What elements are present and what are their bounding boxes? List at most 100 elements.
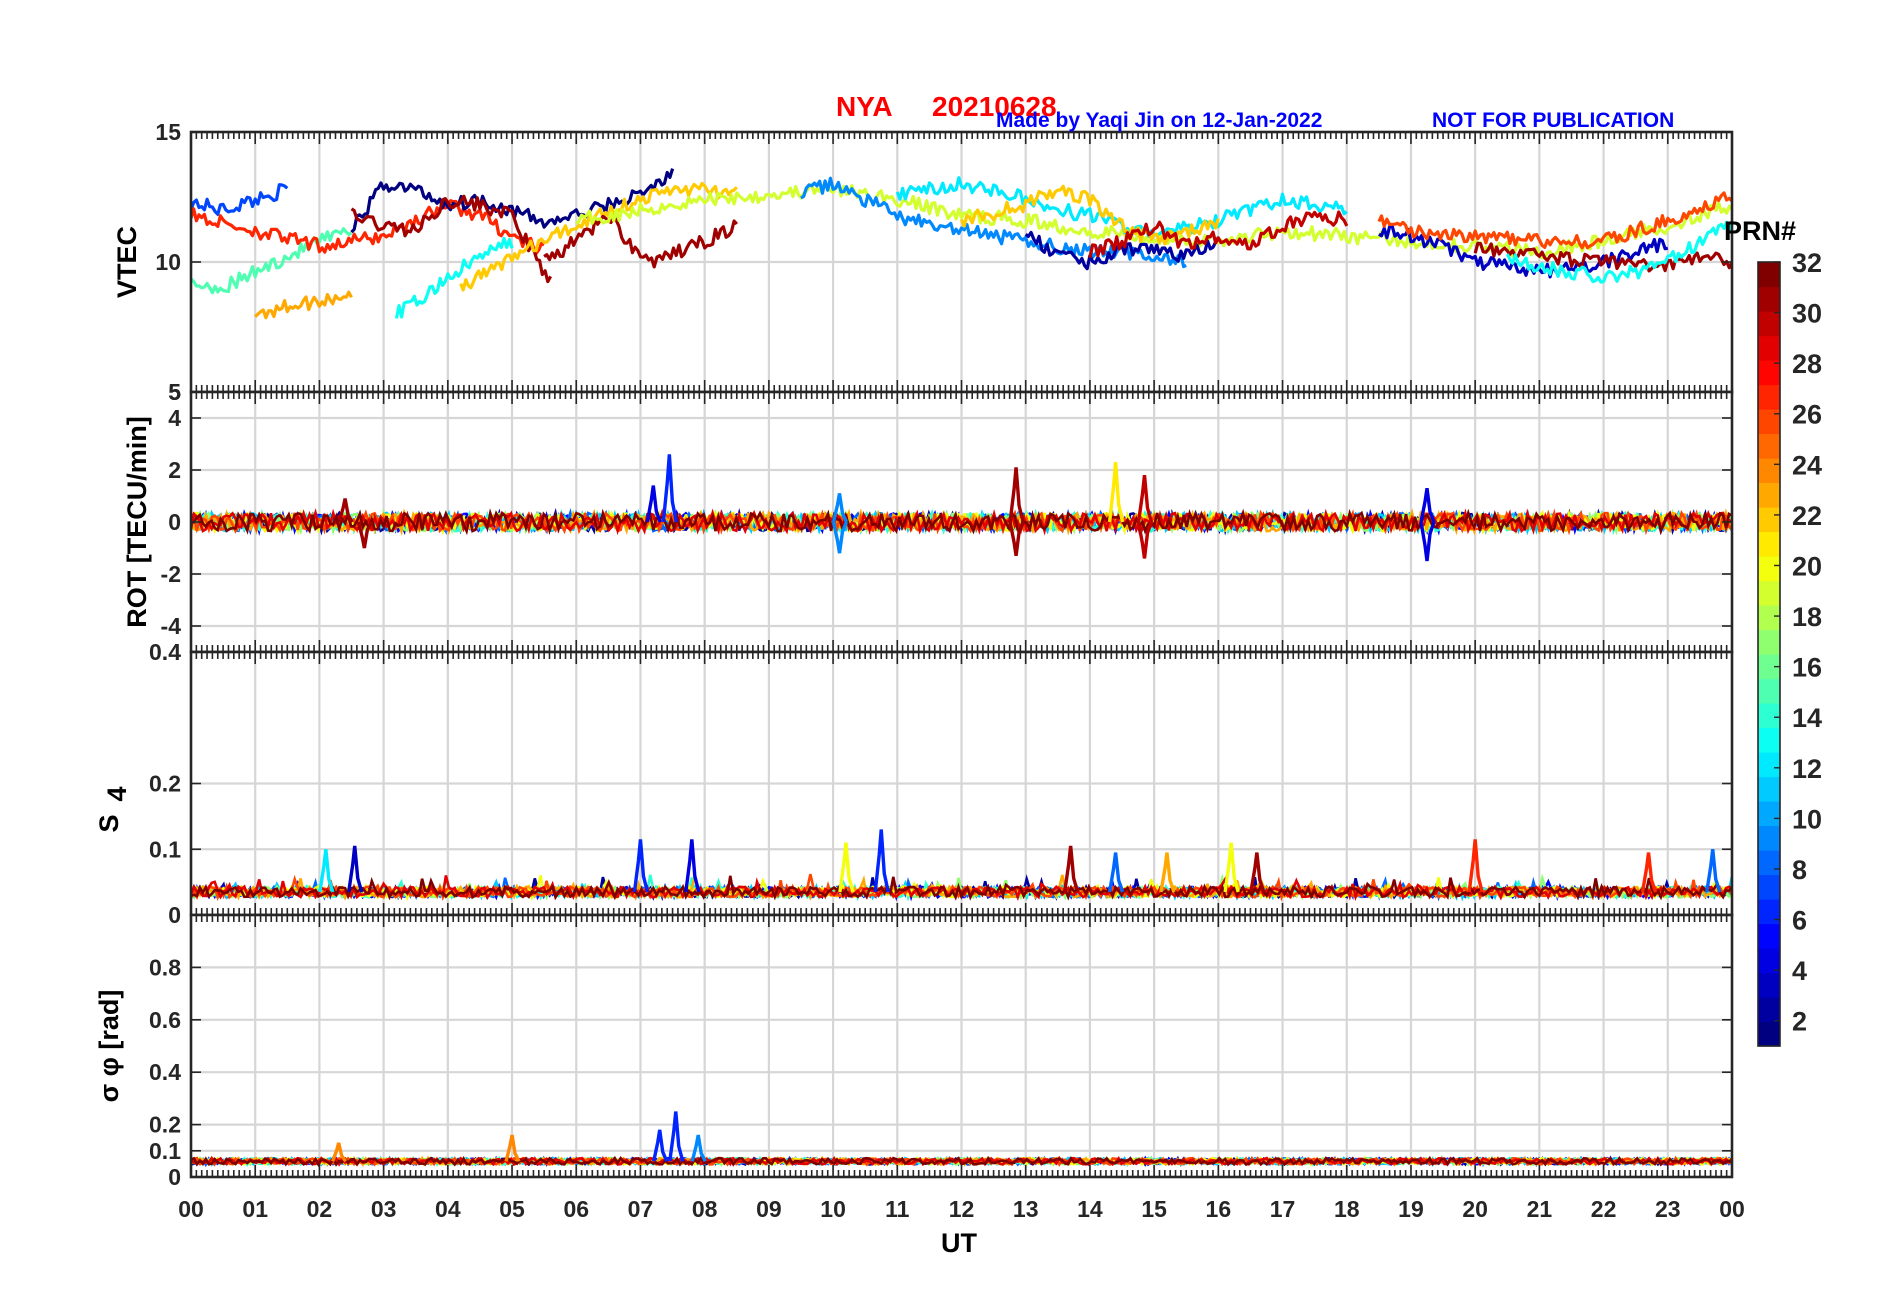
S4-event-4 — [838, 842, 855, 893]
y-tick-label: 5 — [168, 379, 181, 405]
vtec-series-prn-3 — [1378, 224, 1669, 279]
vtec-series-prn-30 — [1088, 210, 1349, 259]
x-axis-label: UT — [941, 1228, 977, 1258]
y-axis-label: σ φ [rad] — [94, 990, 124, 1103]
S4-event-1 — [318, 849, 335, 893]
panel-sigma_phi: 00.10.2 0.4 0.6 0.8 σ φ [rad] — [94, 913, 1734, 1190]
y-tick-label: 0 — [168, 902, 181, 928]
x-tick-label: 09 — [756, 1196, 782, 1222]
colorbar-segment — [1758, 850, 1780, 876]
y-tick-label: -4 — [161, 613, 182, 639]
x-tick-label: 18 — [1334, 1196, 1360, 1222]
x-tick-label: 22 — [1591, 1196, 1617, 1222]
colorbar-segment — [1758, 531, 1780, 557]
colorbar-segment — [1758, 605, 1780, 631]
vtec-series-prn-31 — [350, 194, 553, 284]
y-tick-label: 0.2 — [149, 771, 181, 797]
y-tick-label: 10 — [155, 249, 181, 275]
x-tick-label: 06 — [563, 1196, 589, 1222]
ROT-event-12 — [356, 521, 373, 549]
colorbar-segment — [1758, 997, 1780, 1023]
x-tick-label: 00 — [1719, 1196, 1745, 1222]
colorbar-segment — [1758, 654, 1780, 680]
y-tick-label: 15 — [155, 119, 181, 145]
S4-trace-prn-32 — [191, 875, 1732, 901]
y-tick-label: 0.4 — [149, 639, 181, 665]
colorbar-tick-label: 8 — [1792, 855, 1807, 885]
x-tick-label: 17 — [1270, 1196, 1296, 1222]
colorbar-segment — [1758, 629, 1780, 655]
colorbar-segment — [1758, 825, 1780, 851]
colorbar-segment — [1758, 458, 1780, 484]
panel-S4: 0 0.1 0.2 0.4 S 4 — [94, 639, 1734, 928]
y-tick-label: 0 — [168, 509, 181, 535]
colorbar-segment — [1758, 335, 1780, 361]
ROT-event-2 — [831, 493, 849, 523]
S4-event-5 — [873, 829, 890, 893]
ROT-trace-prn-29 — [191, 507, 1732, 536]
y-tick-label: 0.4 — [149, 1059, 181, 1085]
S4-event-10 — [1249, 852, 1266, 893]
sigma_phi-event-1 — [668, 1111, 685, 1162]
S4-event-0 — [347, 845, 364, 893]
colorbar-tick-label: 24 — [1792, 450, 1822, 480]
x-tick-label: 15 — [1141, 1196, 1167, 1222]
ROT-trace-prn-32 — [191, 508, 1732, 536]
x-tick-label: 19 — [1398, 1196, 1424, 1222]
colorbar-tick-label: 4 — [1792, 956, 1807, 986]
y-tick-label: -2 — [161, 561, 181, 587]
colorbar-segment — [1758, 409, 1780, 435]
colorbar-segment — [1758, 727, 1780, 753]
vtec-series-prn-13 — [1505, 220, 1732, 284]
ROT-event-5 — [1008, 521, 1025, 557]
colorbar-tick-label: 26 — [1792, 400, 1822, 430]
y-tick-label: 4 — [168, 405, 181, 431]
sigma_phi-event-3 — [504, 1134, 521, 1163]
colorbar-tick-label: 12 — [1792, 754, 1822, 784]
y-tick-label: 5 — [168, 379, 181, 405]
S4-event-8 — [1159, 852, 1176, 893]
colorbar-segment — [1758, 433, 1780, 459]
S4-event-6 — [1062, 845, 1080, 893]
colorbar-segment — [1758, 678, 1780, 704]
S4-event-2 — [632, 839, 650, 893]
panel-ROT: -4 -2 0 2 45 ROT [TECU/min] — [122, 379, 1734, 654]
colorbar-tick-label: 14 — [1792, 703, 1822, 733]
x-tick-label: 16 — [1206, 1196, 1232, 1222]
x-tick-label: 02 — [307, 1196, 333, 1222]
colorbar-segment — [1758, 507, 1780, 533]
colorbar-segment — [1758, 262, 1780, 288]
ROT-event-6 — [1107, 462, 1125, 523]
x-tick-label: 07 — [628, 1196, 654, 1222]
colorbar-segment — [1758, 972, 1780, 998]
vtec-series-prn-15 — [191, 227, 353, 295]
series-group — [191, 168, 1732, 320]
colorbar-tick-label: 22 — [1792, 501, 1822, 531]
series-group — [191, 1111, 1732, 1168]
ROT-event-4 — [1008, 467, 1025, 523]
x-tick-label: 04 — [435, 1196, 461, 1222]
x-tick-label: 13 — [1013, 1196, 1039, 1222]
colorbar-tick-label: 28 — [1792, 349, 1822, 379]
x-tick-label: 00 — [178, 1196, 204, 1222]
notice-text: NOT FOR PUBLICATION — [1432, 109, 1674, 132]
S4-event-12 — [1640, 852, 1658, 893]
y-tick-label: 0.1 — [149, 836, 181, 862]
y-axis-label: VTEC — [112, 226, 142, 298]
x-tick-label: 10 — [820, 1196, 846, 1222]
sigma_phi-event-0 — [652, 1129, 669, 1162]
x-axis: 00 01 02 03 04 05 06 07 08 09 10 11 12 13 14 15 16 17 18 19… — [178, 1196, 1745, 1222]
ROT-event-7 — [1136, 475, 1154, 523]
colorbar-segment — [1758, 311, 1780, 337]
y-axis-label: ROT [TECU/min] — [122, 416, 152, 627]
vtec-series-prn-13 — [394, 236, 514, 319]
colorbar-tick-label: 10 — [1792, 804, 1822, 834]
S4-trace-prn-29 — [191, 875, 1732, 902]
vtec-series-prn-23 — [254, 290, 353, 320]
y-tick-label: 2 — [168, 457, 181, 483]
S4-event-11 — [1467, 839, 1484, 893]
colorbar-segment — [1758, 384, 1780, 410]
sigma_phi-event-2 — [690, 1134, 707, 1163]
